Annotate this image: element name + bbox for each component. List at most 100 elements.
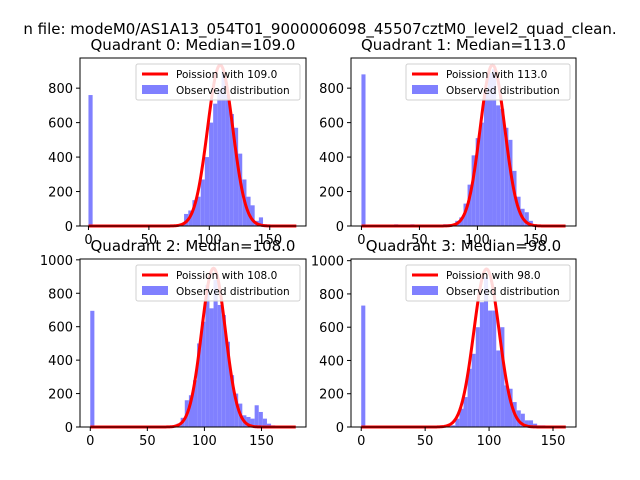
y-tick-label: 800: [319, 82, 344, 97]
panel-title: Quadrant 2: Median=108.0: [91, 237, 296, 255]
histogram-bar: [209, 122, 214, 226]
histogram-bar: [488, 310, 493, 427]
y-tick-label: 1000: [40, 254, 73, 269]
axes-frame: [350, 57, 577, 227]
y-tick-label: 600: [319, 321, 344, 336]
legend-box: [405, 264, 571, 302]
histogram-bar: [221, 70, 226, 226]
histogram-bar: [471, 353, 476, 427]
x-tick-label: 100: [477, 434, 502, 449]
histogram-bar: [467, 184, 472, 226]
histogram-bar: [88, 95, 93, 226]
x-tick-label: 100: [465, 233, 490, 248]
legend-poisson-label: Poission with 113.0: [446, 69, 547, 81]
histogram-bar: [229, 114, 234, 226]
histogram-bar: [487, 72, 493, 227]
histogram-bar: [250, 418, 255, 427]
histogram-bar: [258, 217, 264, 226]
histogram-bar: [463, 397, 468, 427]
histogram-bar: [524, 420, 529, 427]
histogram-bar: [225, 341, 230, 427]
histogram-bar: [233, 127, 239, 226]
y-tick-label: 600: [48, 321, 73, 336]
histogram-bar: [361, 74, 366, 227]
histogram-bar: [209, 308, 214, 427]
panel-1: 0 50 100 150 0 200 400 600 800 Poission with 113.…: [319, 36, 577, 248]
histogram-bar: [217, 304, 222, 427]
x-tick-label: 150: [257, 233, 282, 248]
y-tick-label: 600: [319, 117, 344, 132]
histogram-bar: [492, 69, 497, 226]
histogram-bar: [492, 310, 497, 427]
histogram-bar: [524, 212, 529, 226]
x-tick-label: 50: [141, 233, 158, 248]
axes-frame: [79, 57, 307, 227]
y-tick-label: 200: [48, 186, 73, 201]
y-tick-label: 600: [48, 117, 73, 132]
x-tick-label: 0: [357, 233, 365, 248]
histogram-bar: [201, 321, 206, 427]
legend-box: [405, 63, 571, 101]
x-tick-label: 100: [197, 233, 222, 248]
panel-title: Quadrant 0: Median=109.0: [91, 36, 296, 54]
y-tick-label: 1000: [311, 255, 344, 270]
legend-histogram-label: Observed distribution: [446, 286, 560, 298]
histogram-bar: [475, 327, 480, 427]
x-tick-label: 150: [249, 434, 274, 449]
x-tick-label: 0: [84, 233, 92, 248]
histogram-bar: [225, 95, 230, 226]
histogram-bar: [192, 200, 197, 226]
histogram-bar: [455, 418, 460, 427]
histogram-bar: [200, 179, 205, 226]
histogram-bar: [217, 89, 222, 226]
histogram-bar: [213, 103, 218, 226]
y-tick-label: 0: [65, 421, 73, 436]
y-tick-label: 400: [319, 151, 344, 166]
histogram-bar: [196, 196, 201, 226]
histogram-bar: [204, 157, 209, 226]
legend-poisson-label: Poission with 98.0: [446, 270, 541, 282]
histogram-bar: [467, 368, 472, 427]
y-tick-label: 200: [48, 388, 73, 403]
panel-title: Quadrant 3: Median=98.0: [366, 237, 561, 255]
histogram-bar: [361, 305, 366, 427]
figure-suptitle: n file: modeM0/AS1A13_054T01_9000006098_…: [23, 20, 616, 39]
panel-0: 0 50 100 150 0 200 400 600 800 Poission with 109.…: [48, 36, 307, 248]
panel-3: 0 50 100 150 0 200 400 600 800 1000 Poission with …: [311, 237, 577, 449]
x-tick-label: 50: [139, 434, 156, 449]
y-tick-label: 800: [48, 82, 73, 97]
legend-histogram-label: Observed distribution: [176, 85, 290, 97]
axes-frame: [79, 258, 307, 428]
histogram-bar: [500, 327, 505, 427]
histogram-bar: [496, 350, 501, 427]
histogram-bar: [193, 380, 198, 427]
histogram-bar: [262, 418, 267, 427]
legend-histogram-swatch: [412, 85, 438, 94]
x-tick-label: 0: [357, 434, 365, 449]
histogram-bar: [90, 310, 95, 427]
histogram-bar: [221, 315, 226, 427]
y-tick-label: 400: [319, 354, 344, 369]
histogram-bar: [508, 139, 513, 226]
x-tick-label: 50: [417, 434, 434, 449]
axes-frame: [350, 258, 577, 428]
legend-histogram-swatch: [412, 286, 438, 295]
histogram-bar: [205, 284, 210, 427]
histogram-bar: [475, 138, 480, 226]
legend-poisson-label: Poission with 108.0: [176, 270, 277, 282]
y-tick-label: 800: [48, 287, 73, 302]
legend-histogram-label: Observed distribution: [176, 286, 290, 298]
y-tick-label: 800: [319, 288, 344, 303]
legend-box: [135, 264, 301, 302]
histogram-bar: [504, 385, 509, 427]
legend-box: [135, 63, 301, 101]
x-tick-label: 150: [523, 233, 548, 248]
y-tick-label: 0: [336, 421, 344, 436]
histogram-bar: [258, 411, 263, 427]
histogram-bar: [234, 393, 239, 427]
histogram-bar: [246, 416, 251, 427]
histogram-bar: [459, 408, 464, 427]
histogram-bar: [528, 420, 534, 427]
histogram-bar: [266, 423, 272, 427]
